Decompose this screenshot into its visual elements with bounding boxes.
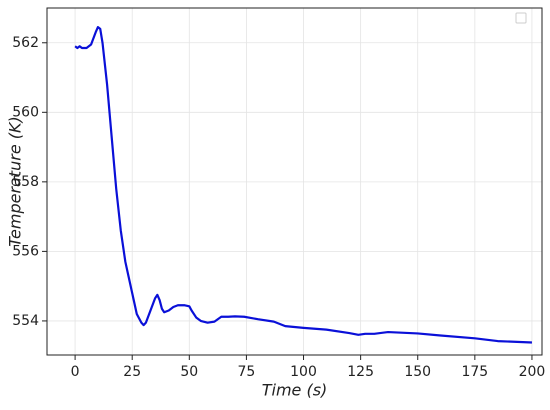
y-tick-label: 556 <box>12 243 39 259</box>
x-tick-label: 50 <box>180 364 198 380</box>
legend <box>515 12 527 24</box>
y-tick-label: 560 <box>12 104 39 120</box>
x-tick-label: 125 <box>347 364 374 380</box>
x-tick-label: 25 <box>123 364 141 380</box>
x-tick-label: 200 <box>519 364 546 380</box>
y-tick-label: 558 <box>12 174 39 190</box>
line-series <box>74 26 532 344</box>
x-tick-label: 0 <box>71 364 80 380</box>
x-tick-label: 175 <box>461 364 488 380</box>
x-tick-label: 75 <box>238 364 256 380</box>
x-tick-label: 150 <box>404 364 431 380</box>
grid-layer <box>47 8 542 355</box>
y-tick-label: 562 <box>12 35 39 51</box>
x-tick-label: 100 <box>290 364 317 380</box>
y-tick-label: 554 <box>12 313 39 329</box>
x-axis-label: Time (s) <box>262 381 328 400</box>
y-axis-label: Temperature (K) <box>6 116 25 247</box>
